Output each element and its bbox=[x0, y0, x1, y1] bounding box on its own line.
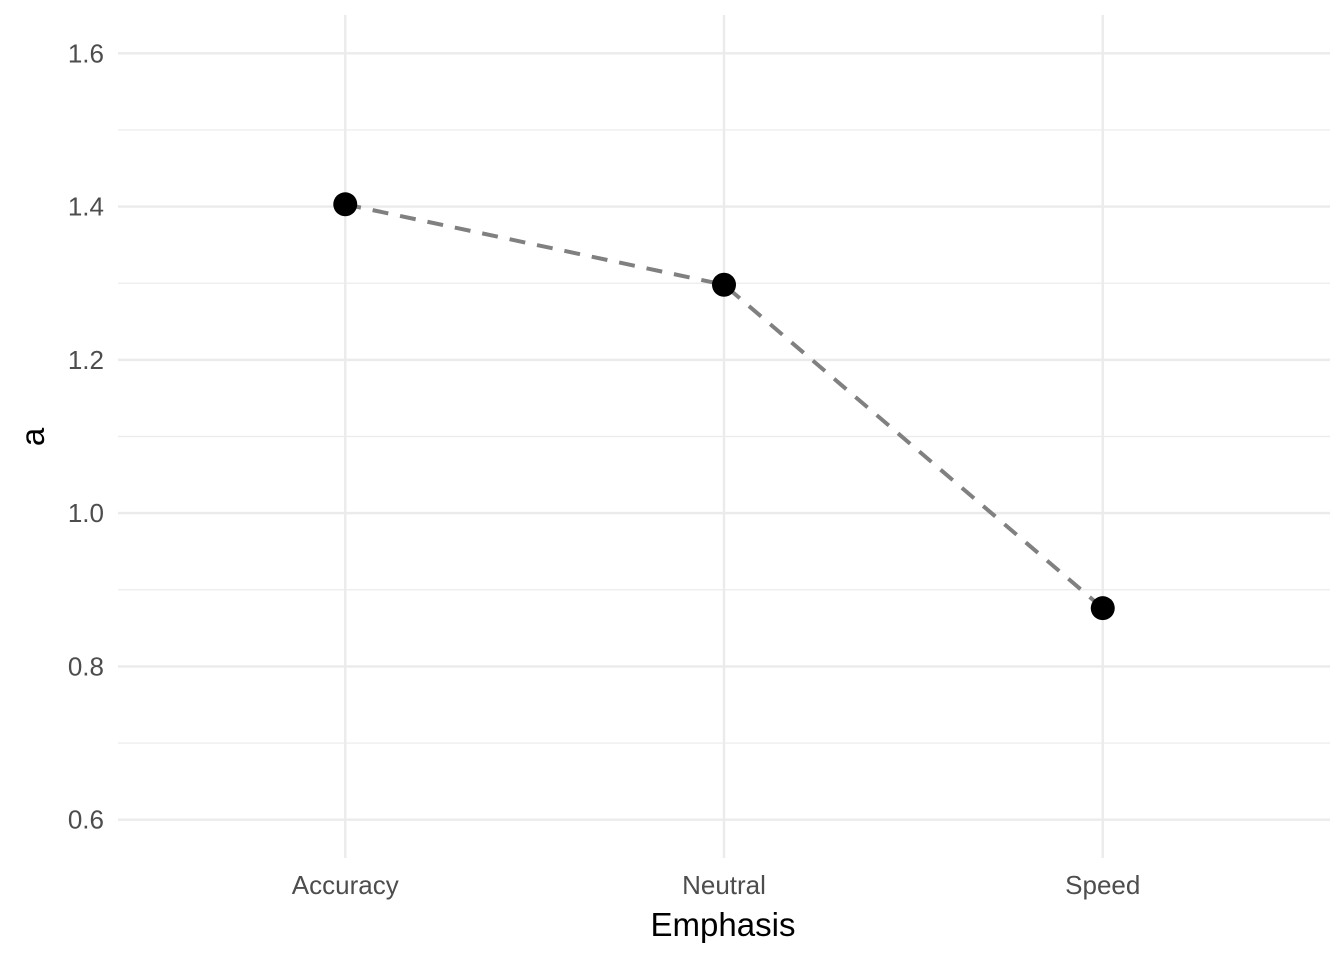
x-tick-label: Neutral bbox=[682, 870, 766, 900]
y-tick-label: 1.0 bbox=[68, 498, 104, 528]
x-tick-label: Speed bbox=[1065, 870, 1140, 900]
x-axis-title: Emphasis bbox=[651, 906, 796, 943]
marks bbox=[333, 192, 1115, 621]
y-tick-label: 1.2 bbox=[68, 345, 104, 375]
y-tick-label: 0.8 bbox=[68, 651, 104, 681]
y-axis-title: a bbox=[14, 427, 51, 446]
y-tick-label: 1.6 bbox=[68, 38, 104, 68]
data-point bbox=[333, 192, 358, 217]
x-tick-label: Accuracy bbox=[292, 870, 399, 900]
data-point bbox=[712, 272, 736, 297]
y-tick-label: 0.6 bbox=[68, 805, 104, 835]
data-point bbox=[1090, 596, 1115, 621]
grid bbox=[118, 15, 1330, 858]
y-tick-label: 1.4 bbox=[68, 192, 104, 222]
tick-labels: 0.6 0.8 1.0 1.2 1.4 1.6 Accuracy Neutral Speed bbox=[68, 38, 1141, 900]
